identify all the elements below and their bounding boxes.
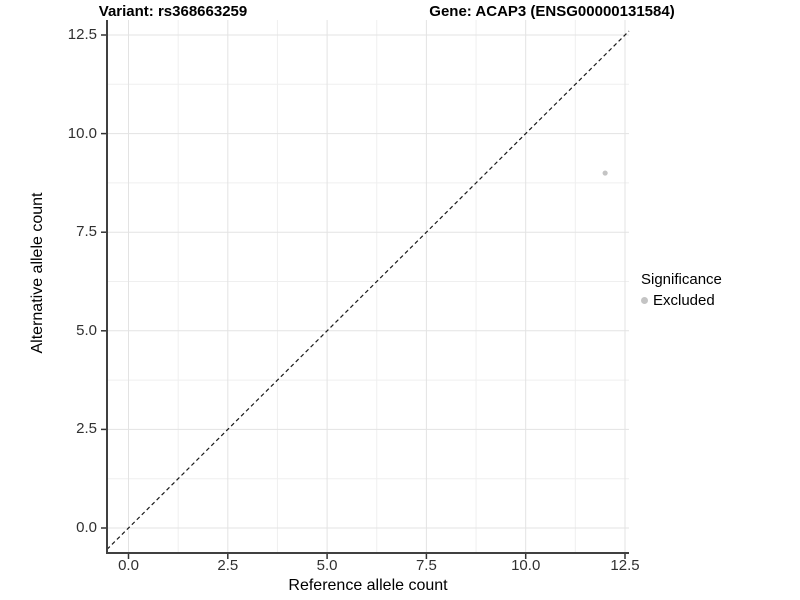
plot-title-gene: Gene: ACAP3 (ENSG00000131584) (429, 3, 675, 20)
data-point (602, 170, 608, 176)
legend-item-label: Excluded (653, 292, 715, 309)
x-tick-label: 5.0 (316, 557, 338, 574)
y-tick-label: 0.0 (76, 519, 97, 536)
x-tick-label: 2.5 (217, 557, 239, 574)
y-axis-title: Alternative allele count (29, 192, 46, 354)
y-tick-label: 10.0 (67, 124, 97, 142)
x-tick-label: 12.5 (610, 557, 640, 574)
y-tick-label: 5.0 (76, 321, 97, 339)
x-tick-label: 7.5 (415, 557, 437, 574)
legend-title: Significance (641, 271, 722, 288)
plot-title-variant: Variant: rs368663259 (98, 3, 248, 20)
legend-item: Excluded (641, 292, 722, 309)
y-tick-label: 7.5 (76, 223, 97, 241)
y-tick-label: 12.5 (67, 26, 97, 43)
x-tick-label: 10.0 (511, 557, 541, 574)
legend-items: Excluded (641, 292, 722, 309)
legend: Significance Excluded (641, 271, 722, 309)
identity-dashed-line (106, 30, 630, 550)
legend-key-dot-icon (641, 297, 648, 304)
x-axis-title: Reference allele count (288, 577, 448, 594)
y-tick-label: 2.5 (76, 420, 97, 438)
x-tick-label: 0.0 (118, 557, 139, 574)
